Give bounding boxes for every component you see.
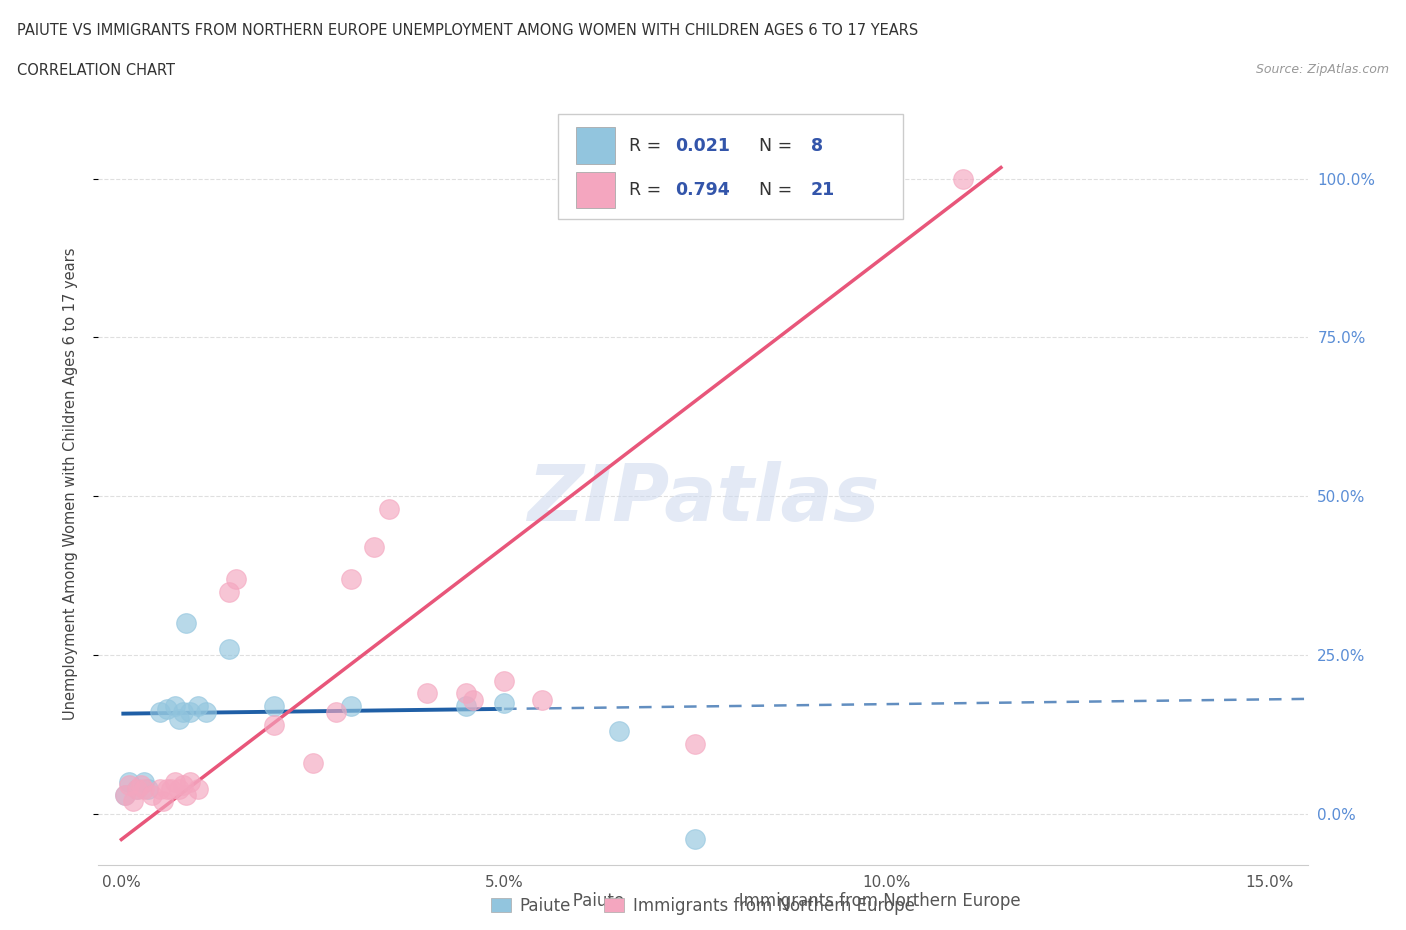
- Point: [325, 705, 347, 720]
- Text: R =: R =: [630, 137, 666, 154]
- Point: [129, 778, 152, 793]
- Point: [172, 778, 194, 793]
- Text: N =: N =: [748, 137, 797, 154]
- Text: ZIPatlas: ZIPatlas: [527, 461, 879, 537]
- Point: [167, 781, 190, 796]
- Point: [340, 698, 363, 713]
- Legend: Paiute, Immigrants from Northern Europe: Paiute, Immigrants from Northern Europe: [485, 890, 921, 922]
- Point: [149, 705, 172, 720]
- Point: [340, 571, 363, 587]
- Text: 8: 8: [811, 137, 823, 154]
- Point: [685, 737, 707, 751]
- Text: Paiute: Paiute: [557, 892, 624, 910]
- Point: [454, 698, 477, 713]
- Text: CORRELATION CHART: CORRELATION CHART: [17, 63, 174, 78]
- Point: [121, 794, 143, 809]
- Point: [156, 781, 179, 796]
- Point: [218, 642, 240, 657]
- Point: [134, 781, 156, 796]
- Point: [416, 686, 439, 701]
- Point: [179, 775, 201, 790]
- Point: [194, 705, 217, 720]
- Point: [492, 696, 515, 711]
- Y-axis label: Unemployment Among Women with Children Ages 6 to 17 years: Unemployment Among Women with Children A…: [63, 247, 77, 720]
- Point: [179, 705, 201, 720]
- Point: [141, 788, 163, 803]
- Point: [378, 501, 401, 516]
- Point: [176, 788, 198, 803]
- Point: [263, 718, 285, 733]
- Point: [156, 702, 179, 717]
- Text: 0.794: 0.794: [675, 181, 730, 199]
- Point: [176, 616, 198, 631]
- Point: [167, 711, 190, 726]
- FancyBboxPatch shape: [576, 172, 614, 208]
- Point: [187, 781, 209, 796]
- Point: [218, 584, 240, 599]
- Point: [301, 756, 323, 771]
- Point: [152, 794, 174, 809]
- Point: [114, 788, 136, 803]
- FancyBboxPatch shape: [558, 113, 903, 219]
- Text: N =: N =: [748, 181, 797, 199]
- Point: [187, 698, 209, 713]
- Point: [463, 692, 485, 707]
- Point: [952, 171, 974, 186]
- Point: [134, 775, 156, 790]
- Point: [492, 673, 515, 688]
- Point: [263, 698, 285, 713]
- Text: 21: 21: [811, 181, 835, 199]
- Point: [454, 686, 477, 701]
- Text: Immigrants from Northern Europe: Immigrants from Northern Europe: [723, 892, 1021, 910]
- Point: [118, 775, 141, 790]
- Text: Source: ZipAtlas.com: Source: ZipAtlas.com: [1256, 63, 1389, 76]
- Point: [531, 692, 554, 707]
- Text: PAIUTE VS IMMIGRANTS FROM NORTHERN EUROPE UNEMPLOYMENT AMONG WOMEN WITH CHILDREN: PAIUTE VS IMMIGRANTS FROM NORTHERN EUROP…: [17, 23, 918, 38]
- FancyBboxPatch shape: [576, 127, 614, 164]
- Point: [160, 781, 183, 796]
- Point: [172, 705, 194, 720]
- Point: [225, 571, 247, 587]
- Point: [136, 781, 159, 796]
- Point: [163, 698, 186, 713]
- Point: [125, 781, 148, 796]
- Point: [607, 724, 630, 738]
- Point: [118, 778, 141, 793]
- Point: [114, 788, 136, 803]
- Point: [363, 539, 385, 554]
- Text: 0.021: 0.021: [675, 137, 730, 154]
- Point: [163, 775, 186, 790]
- Point: [149, 781, 172, 796]
- Point: [125, 781, 148, 796]
- Text: R =: R =: [630, 181, 666, 199]
- Point: [685, 832, 707, 847]
